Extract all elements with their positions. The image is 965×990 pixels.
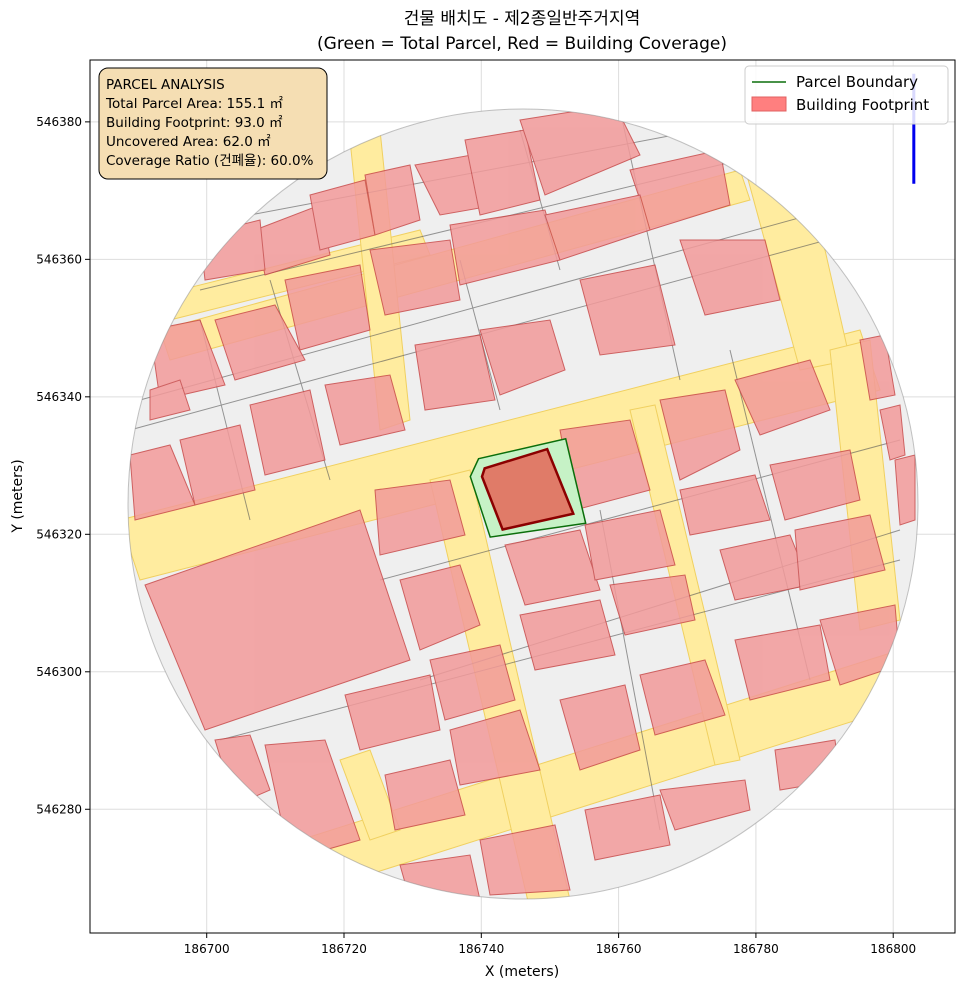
building bbox=[414, 334, 496, 411]
x-axis-label: X (meters) bbox=[485, 964, 559, 980]
building bbox=[449, 709, 541, 786]
building bbox=[544, 194, 651, 261]
chart-title: 건물 배치도 - 제2종일반주거지역 bbox=[404, 9, 640, 29]
x-tick-label: 186720 bbox=[321, 942, 367, 956]
map-boundary bbox=[127, 108, 919, 900]
y-tick-label: 546300 bbox=[36, 665, 82, 679]
y-tick-label: 546380 bbox=[36, 115, 82, 129]
building bbox=[659, 779, 751, 831]
info-line-uncovered: Uncovered Area: 62.0 ㎡ bbox=[106, 134, 271, 150]
y-tick-label: 546280 bbox=[36, 802, 82, 816]
building bbox=[429, 644, 516, 721]
building bbox=[609, 574, 696, 636]
building bbox=[679, 474, 771, 536]
building bbox=[384, 759, 466, 831]
buildings bbox=[129, 109, 916, 899]
building bbox=[149, 379, 191, 421]
building bbox=[369, 239, 461, 316]
parcel-analysis-box: PARCEL ANALYSIS Total Parcel Area: 155.1… bbox=[98, 67, 328, 180]
building bbox=[579, 264, 676, 356]
building bbox=[879, 404, 906, 461]
building bbox=[249, 389, 326, 476]
building bbox=[479, 824, 571, 896]
y-tick-label: 546360 bbox=[36, 252, 82, 266]
x-tick-label: 186740 bbox=[458, 942, 504, 956]
base-map bbox=[128, 109, 918, 899]
x-axis-ticks: 186700 186720 186740 186760 186780 186800 bbox=[184, 933, 916, 956]
building bbox=[214, 304, 306, 381]
building bbox=[639, 659, 726, 736]
info-line-coverage: Coverage Ratio (건폐율): 60.0% bbox=[106, 153, 314, 169]
y-tick-label: 546340 bbox=[36, 390, 82, 404]
building bbox=[734, 359, 831, 436]
building bbox=[679, 239, 781, 316]
building bbox=[794, 514, 886, 591]
x-tick-label: 186700 bbox=[184, 942, 230, 956]
building bbox=[144, 509, 411, 731]
info-box-background bbox=[98, 67, 328, 180]
building bbox=[584, 509, 676, 581]
target-building-footprint bbox=[480, 447, 576, 531]
building bbox=[894, 454, 916, 526]
building bbox=[769, 449, 861, 521]
building bbox=[284, 264, 371, 351]
building bbox=[559, 684, 641, 771]
building bbox=[659, 389, 741, 481]
building bbox=[149, 319, 226, 401]
building bbox=[324, 374, 406, 446]
building bbox=[584, 794, 671, 861]
building bbox=[374, 479, 466, 556]
building bbox=[504, 529, 601, 606]
building bbox=[479, 319, 566, 396]
x-tick-label: 186800 bbox=[870, 942, 916, 956]
building bbox=[519, 599, 616, 671]
axes-frame bbox=[89, 59, 956, 934]
building bbox=[364, 164, 421, 236]
building bbox=[464, 129, 541, 216]
legend-building-swatch bbox=[751, 96, 787, 112]
building bbox=[399, 564, 481, 651]
building bbox=[344, 674, 441, 751]
building bbox=[179, 424, 256, 506]
legend-frame bbox=[744, 65, 949, 125]
info-line-total-area: Total Parcel Area: 155.1 ㎡ bbox=[105, 96, 283, 112]
road-left-vertical bbox=[339, 749, 401, 841]
building bbox=[734, 624, 831, 701]
chart-subtitle: (Green = Total Parcel, Red = Building Co… bbox=[317, 34, 727, 54]
y-axis-label: Y (meters) bbox=[10, 459, 26, 533]
x-tick-label: 186780 bbox=[733, 942, 779, 956]
info-box-heading: PARCEL ANALYSIS bbox=[106, 77, 225, 93]
y-axis-ticks: 546280 546300 546320 546340 546360 546380 bbox=[36, 115, 90, 816]
building bbox=[859, 334, 896, 401]
legend-building-label: Building Footprint bbox=[796, 96, 929, 114]
info-line-footprint: Building Footprint: 93.0 ㎡ bbox=[106, 115, 283, 131]
legend: Parcel Boundary Building Footprint bbox=[744, 65, 949, 125]
legend-parcel-label: Parcel Boundary bbox=[796, 73, 918, 91]
x-tick-label: 186760 bbox=[596, 942, 642, 956]
y-tick-label: 546320 bbox=[36, 527, 82, 541]
